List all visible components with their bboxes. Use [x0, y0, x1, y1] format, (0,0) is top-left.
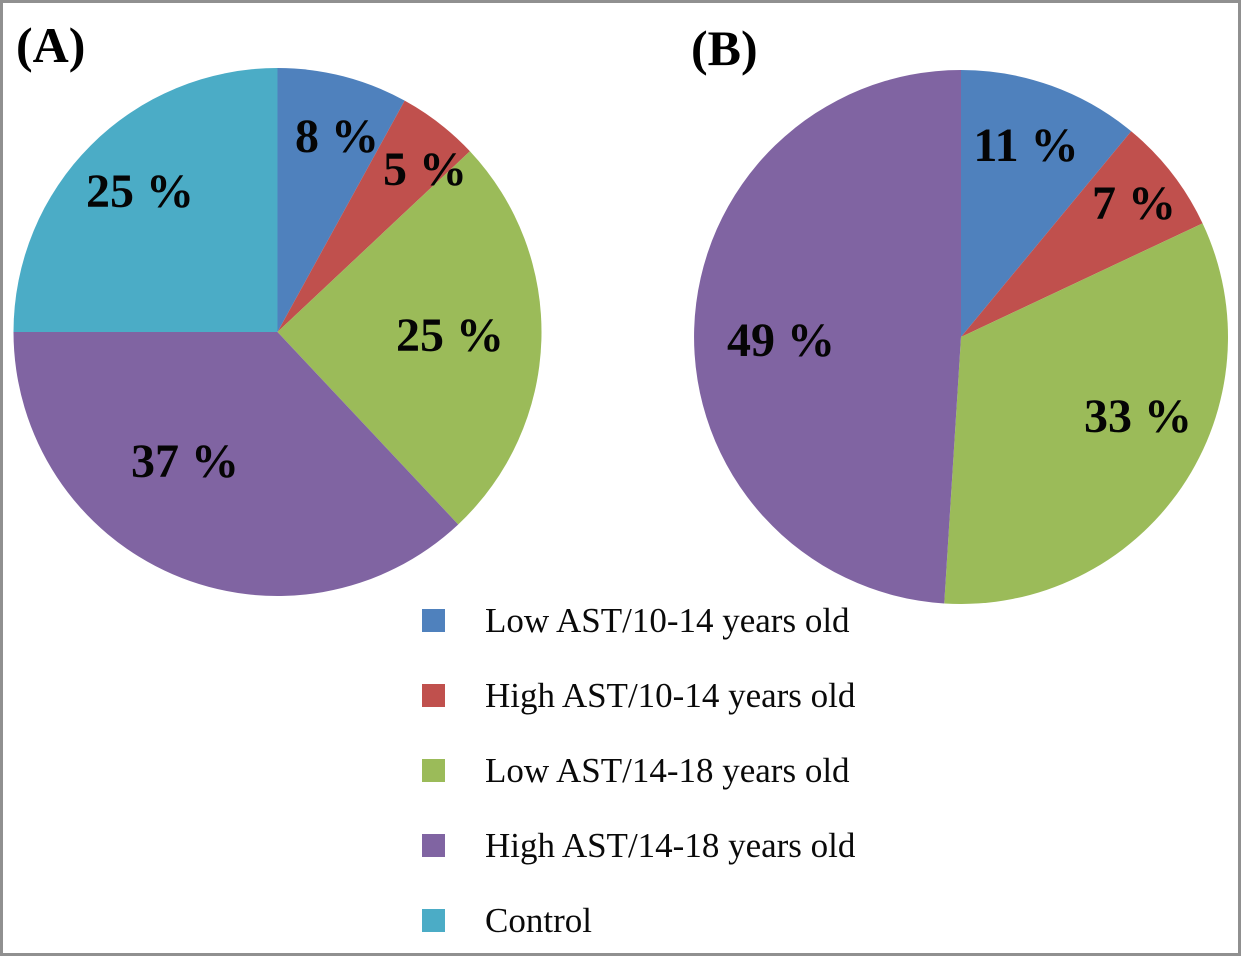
legend-item: Control — [422, 901, 855, 940]
pie-chart-a — [13, 68, 542, 597]
legend-color-swatch — [422, 909, 445, 932]
pie-a-slice-1 — [277, 100, 470, 332]
legend-color-swatch — [422, 609, 445, 632]
legend-item-label: Control — [485, 901, 592, 940]
legend-color-swatch — [422, 834, 445, 857]
pie-b-slice-2 — [944, 223, 1228, 604]
pie-a-value-label-1: 5 % — [383, 143, 467, 196]
pie-b-value-label-2: 33 % — [1084, 390, 1192, 443]
legend-color-swatch — [422, 684, 445, 707]
legend-item: Low AST/10-14 years old — [422, 601, 855, 640]
pie-a-slice-0 — [277, 68, 405, 332]
legend-item-label: Low AST/14-18 years old — [485, 751, 850, 790]
legend-item-label: High AST/10-14 years old — [485, 676, 856, 715]
pie-b-value-label-3: 49 % — [727, 314, 835, 367]
pie-b-value-label-1: 7 % — [1092, 177, 1176, 230]
panel-a-label: (A) — [16, 17, 86, 73]
pie-b-slice-0 — [961, 70, 1132, 337]
pie-a-slice-2 — [277, 151, 542, 525]
pie-a-slice-3 — [13, 332, 459, 597]
pie-a-value-label-2: 25 % — [396, 309, 504, 362]
pie-a-value-label-4: 25 % — [86, 165, 194, 218]
legend-item-label: High AST/14-18 years old — [485, 826, 856, 865]
legend-item: High AST/14-18 years old — [422, 826, 856, 865]
pie-a-value-label-3: 37 % — [131, 435, 239, 488]
pie-chart-b — [694, 70, 1228, 604]
panel-b-label: (B) — [691, 20, 758, 76]
legend-item-label: Low AST/10-14 years old — [485, 601, 850, 640]
pie-b-slice-1 — [961, 131, 1203, 337]
legend-item: Low AST/14-18 years old — [422, 751, 855, 790]
pie-b-value-label-0: 11 % — [973, 119, 1079, 172]
pie-a-value-label-0: 8 % — [295, 110, 379, 163]
pie-a-slice-4 — [13, 68, 278, 332]
chart-legend: Low AST/10-14 years old High AST/10-14 ye… — [422, 601, 856, 959]
legend-item: High AST/10-14 years old — [422, 676, 856, 715]
legend-color-swatch — [422, 759, 445, 782]
pie-b-slice-3 — [694, 70, 961, 604]
